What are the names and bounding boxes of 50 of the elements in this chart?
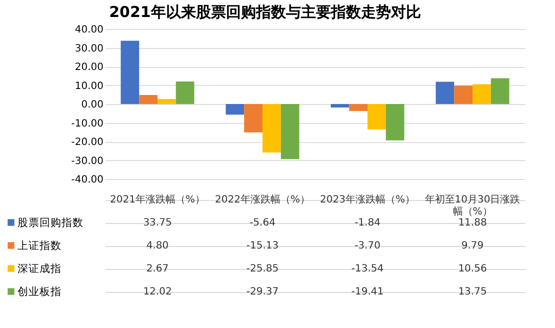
bar [226,104,244,115]
data-label: -13.54 [351,264,384,274]
data-label: -5.64 [250,218,276,228]
x-tick-label: 2023年涨跌幅（%） [320,194,415,206]
bar [176,81,194,104]
y-tick-label: -40.00 [71,174,104,186]
legend-label: 深证成指 [18,262,62,275]
data-label: 33.75 [143,218,172,228]
data-label: 12.02 [143,286,172,298]
data-label: 4.80 [146,240,169,252]
bar [158,98,176,104]
y-tick-label: 10.00 [74,80,104,92]
y-tick-label: 0.00 [81,100,104,110]
bar [262,104,281,152]
data-label: -25.85 [246,264,279,274]
data-label: 11.88 [458,218,487,228]
bar [386,104,404,140]
data-label: 9.79 [461,240,484,252]
chart-title: 2021年以来股票回购指数与主要指数走势对比 [109,3,421,21]
legend-label: 创业板指 [18,285,62,298]
data-label: -29.37 [246,286,279,298]
data-label: -3.70 [354,240,380,252]
bar [472,84,491,104]
bar [244,104,262,132]
x-tick-label: 2022年涨跌幅（%） [215,194,310,206]
bar [454,86,472,104]
y-tick-label: -10.00 [71,118,104,130]
bar [490,78,510,104]
bar [120,40,140,104]
x-tick-label: 年初至10月30日涨跌幅（%） [424,194,520,218]
data-label: -1.84 [354,218,380,228]
data-label: -15.13 [246,240,279,252]
data-label: 2.67 [146,264,169,274]
y-tick-label: -30.00 [71,156,104,167]
bar [139,95,158,104]
data-label: 13.75 [458,286,487,298]
y-tick-label: 20.00 [74,62,104,73]
legend-label: 上证指数 [18,239,62,252]
x-tick-label: 2021年涨跌幅（%） [110,194,205,206]
bar [349,104,368,111]
data-label: -19.41 [351,286,384,298]
bar [436,82,454,104]
legend-label: 股票回购指数 [18,217,84,229]
bar [280,104,300,160]
y-tick-label: -20.00 [71,137,104,148]
bar [368,104,386,130]
y-tick-label: 40.00 [74,24,104,36]
y-tick-label: 30.00 [74,43,104,54]
data-label: 10.56 [458,264,487,274]
bar [330,104,350,108]
